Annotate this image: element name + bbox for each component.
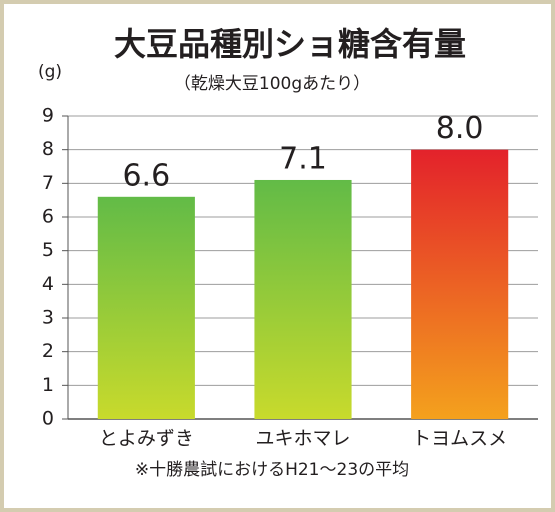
y-axis-label: (g) xyxy=(38,62,62,82)
y-tick-label: 1 xyxy=(42,374,54,396)
value-label: 7.1 xyxy=(279,141,327,176)
value-label: 8.0 xyxy=(436,111,484,146)
chart-title: 大豆品種別ショ糖含有量 xyxy=(114,25,466,63)
x-tick-label: とよみずき xyxy=(99,428,194,450)
bar xyxy=(411,149,509,419)
y-tick-label: 4 xyxy=(42,273,54,295)
bar xyxy=(254,179,352,419)
value-label: 6.6 xyxy=(122,158,170,193)
x-tick-label: ユキホマレ xyxy=(255,428,350,450)
y-tick-label: 7 xyxy=(42,172,54,194)
y-tick-label: 5 xyxy=(42,239,54,261)
y-tick-label: 3 xyxy=(42,307,54,329)
y-tick-label: 8 xyxy=(42,138,54,160)
chart-subtitle: （乾燥大豆100gあたり） xyxy=(174,74,370,94)
x-tick-label: トヨムスメ xyxy=(412,428,507,450)
y-tick-label: 2 xyxy=(42,340,54,362)
y-tick-label: 9 xyxy=(42,105,54,127)
footnote: ※十勝農試におけるH21〜23の平均 xyxy=(135,460,409,480)
y-tick-label: 0 xyxy=(42,408,54,430)
bar xyxy=(97,196,195,419)
y-tick-label: 6 xyxy=(42,206,54,228)
